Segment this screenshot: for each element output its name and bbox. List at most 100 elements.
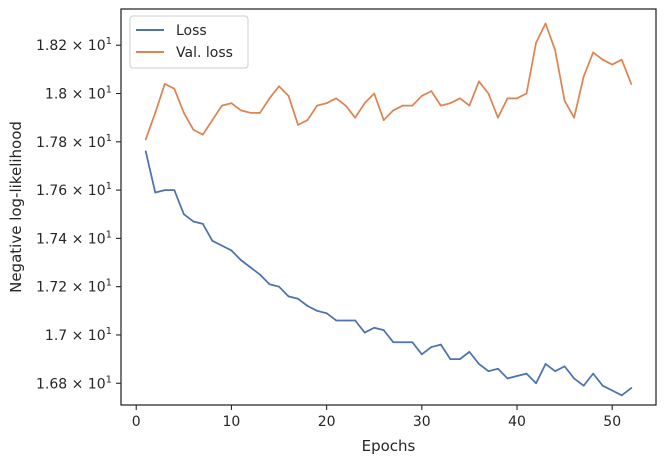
data-point [449,358,452,361]
data-point [544,363,547,365]
data-point [468,350,471,353]
data-point [620,394,623,397]
data-point [354,319,357,322]
data-point [287,295,290,298]
y-tick-label: 1.7 × 101 [45,326,112,344]
data-point [325,312,328,315]
data-point [516,97,518,100]
data-point [211,119,214,121]
data-point [459,97,461,100]
legend-label: Loss [176,23,207,39]
x-tick-label: 10 [223,414,241,430]
y-tick-label: 1.72 × 101 [36,278,112,296]
data-point [201,223,204,225]
data-point [163,82,166,85]
data-point [601,384,604,387]
data-point [144,138,147,141]
data-point [335,97,338,100]
data-point [221,244,223,247]
data-point [592,51,595,54]
data-point [344,319,347,322]
data-point [468,104,471,107]
data-point [335,319,338,322]
data-point [259,111,261,114]
y-tick-label: 1.68 × 101 [36,374,112,392]
data-point [392,341,395,344]
data-point [173,189,176,192]
data-point [306,119,309,121]
data-point [611,63,614,66]
data-point [154,111,157,114]
data-point [497,367,499,370]
data-point [221,104,223,107]
data-point [554,370,556,373]
data-point [525,92,528,95]
data-point [354,116,357,119]
series-layer [144,22,633,397]
data-point [201,133,204,136]
data-point [497,116,499,119]
data-point [268,97,271,100]
data-point [268,283,271,286]
data-point [544,22,547,25]
data-point [420,353,423,356]
data-point [344,104,347,107]
legend-label: Val. loss [176,45,233,61]
data-point [249,111,252,114]
data-point [411,341,414,344]
data-point [392,109,395,112]
data-point [297,297,299,300]
plot-frame [120,8,657,406]
series-line-1 [144,22,633,141]
data-point [459,358,461,361]
data-point [439,343,442,346]
data-point [563,365,566,368]
data-point [316,104,318,107]
data-point [525,372,528,375]
data-point [601,58,604,61]
legend: Loss Val. loss [129,15,249,69]
data-point [163,189,166,192]
series-points-0 [144,150,633,397]
data-point [420,95,423,97]
data-point [278,285,280,288]
data-point [573,377,576,380]
data-point [230,102,233,105]
data-point [306,305,309,307]
y-tick-label: 1.76 × 101 [36,181,112,199]
x-tick-label: 0 [132,414,141,430]
data-point [506,97,509,100]
data-point [316,309,318,312]
data-point [592,372,595,375]
data-point [620,58,623,61]
data-point [240,259,242,262]
data-point [401,104,404,107]
data-point [382,119,385,121]
data-point [563,99,566,102]
data-point [487,92,490,95]
data-point [192,128,195,131]
data-point [535,382,537,385]
x-tick-label: 40 [508,414,526,430]
data-point [439,104,442,107]
data-point [478,80,480,83]
data-point [573,116,576,119]
data-point [373,326,376,329]
data-point [411,104,414,107]
y-tick-label: 1.78 × 101 [36,133,112,151]
series-line-0 [144,150,633,397]
data-point [154,191,157,194]
plot-area [121,9,656,405]
data-point [506,377,509,380]
data-point [630,82,633,85]
data-point [516,375,518,377]
y-axis-ticks: 1.68 × 101 1.7 × 101 1.72 × 101 1.74 × 101 1… [36,36,121,392]
data-point [240,109,242,112]
data-point [182,111,185,114]
data-point [487,370,490,373]
data-point [249,266,252,269]
data-point [382,329,385,332]
series-points-1 [144,22,633,141]
data-point [144,150,147,153]
